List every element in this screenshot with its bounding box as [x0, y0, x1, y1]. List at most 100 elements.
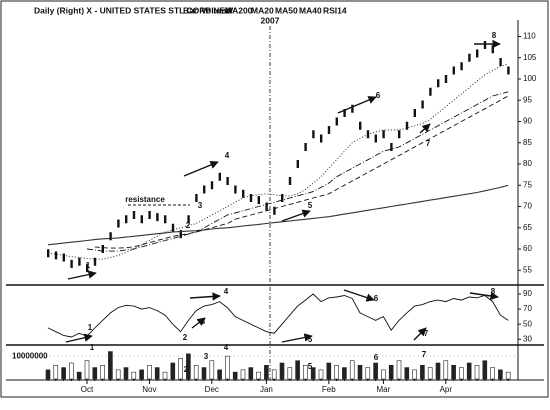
arrow — [419, 123, 431, 134]
volume-bar — [178, 358, 183, 380]
volume-bar — [396, 360, 402, 380]
price-bar — [452, 66, 455, 75]
annotation: 1 — [90, 343, 95, 352]
annotation: 1 — [88, 323, 93, 332]
price-bar — [62, 253, 65, 262]
price-bar — [179, 230, 182, 239]
price-bar — [320, 134, 323, 143]
price-bar — [273, 206, 276, 215]
price-bar — [288, 177, 292, 185]
arrow — [67, 270, 97, 280]
y-tick-label: 65 — [523, 223, 532, 232]
volume-bar — [115, 369, 121, 380]
price-bar — [93, 257, 97, 266]
price-bar — [343, 109, 346, 117]
volume-bar — [295, 360, 300, 380]
price-bar — [86, 264, 89, 273]
volume-bar — [225, 355, 230, 380]
rsi-tick-label: 70 — [523, 304, 532, 313]
price-bar — [148, 211, 151, 219]
volume-bar — [61, 367, 66, 380]
volume-bar — [232, 371, 238, 380]
volume-bar — [451, 364, 456, 380]
volume-bar — [53, 364, 59, 380]
arrow — [189, 292, 221, 301]
price-bar — [351, 104, 354, 113]
volume-bar — [92, 367, 98, 380]
price-bar — [117, 219, 120, 228]
annotation: 3 — [204, 352, 209, 361]
volume-bar — [154, 367, 160, 380]
price-bar — [499, 58, 502, 66]
x-tick-label: Apr — [440, 385, 453, 394]
volume-bar — [69, 362, 74, 380]
price-bar — [296, 160, 299, 168]
annotation: 2 — [183, 333, 188, 342]
volume-bar — [139, 369, 144, 380]
annotation: 4 — [224, 287, 229, 296]
volume-bar — [170, 362, 176, 380]
price-bar — [101, 245, 104, 253]
price-bar — [429, 87, 432, 96]
volume-bar — [201, 367, 207, 380]
price-bar — [476, 49, 479, 58]
volume-bar — [303, 364, 308, 380]
price-bar — [382, 130, 385, 139]
volume-bar — [420, 364, 425, 380]
volume-bar — [186, 353, 191, 380]
arrow — [343, 289, 375, 302]
volume-bar — [256, 371, 261, 380]
price-bar — [312, 130, 315, 139]
volume-bar — [342, 367, 347, 380]
volume-bar — [349, 360, 355, 380]
annotation: 4 — [225, 151, 230, 160]
y-tick-label: 60 — [523, 244, 532, 253]
volume-bar — [357, 364, 363, 380]
y-tick-label: 105 — [523, 53, 537, 62]
volume-bar — [498, 369, 503, 380]
volume-bar — [443, 360, 449, 380]
volume-tick-label: 10000000 — [12, 351, 48, 360]
moving-average — [86, 91, 509, 252]
price-bar — [54, 251, 58, 260]
frame — [0, 0, 549, 398]
chart-title: Daily (Right) X - UNITED STATES STL CORP… — [34, 5, 234, 15]
price-bar — [140, 215, 143, 224]
rsi-tick-label: 30 — [523, 334, 532, 343]
volume-bar — [381, 369, 386, 380]
arrow — [191, 317, 206, 329]
y-tick-label: 95 — [523, 95, 532, 104]
annotation: 3 — [198, 201, 203, 210]
price-bar — [234, 185, 237, 194]
y-tick-label: 75 — [523, 180, 532, 189]
volume-bar — [505, 371, 511, 380]
volume-bar — [287, 367, 293, 380]
price-bar — [359, 121, 362, 130]
volume-bar — [334, 364, 339, 380]
volume-bar — [412, 369, 417, 380]
price-bar — [195, 194, 198, 202]
price-bar — [507, 66, 510, 75]
arrow — [65, 333, 93, 343]
annotation: 2 — [184, 365, 189, 374]
volume-bar — [162, 371, 168, 380]
annotation: 7 — [426, 139, 431, 148]
price-bar — [132, 211, 136, 219]
price-bar — [327, 126, 331, 134]
x-tick-label: Mar — [377, 385, 391, 394]
volume-bar — [209, 360, 215, 380]
arrow — [281, 209, 311, 222]
price-bar — [437, 79, 440, 88]
annotation: 1 — [86, 261, 91, 270]
legend-entry: Volume — [201, 5, 231, 15]
price-bar — [468, 53, 471, 62]
volume-bar — [388, 364, 394, 380]
price-bar — [491, 45, 494, 54]
moving-average — [94, 95, 509, 249]
arrow — [281, 333, 313, 343]
annotation: 6 — [374, 294, 379, 303]
volume-bar — [435, 362, 441, 380]
annotation: 6 — [374, 353, 379, 362]
volume-bar — [490, 367, 495, 380]
price-bar — [218, 172, 221, 181]
